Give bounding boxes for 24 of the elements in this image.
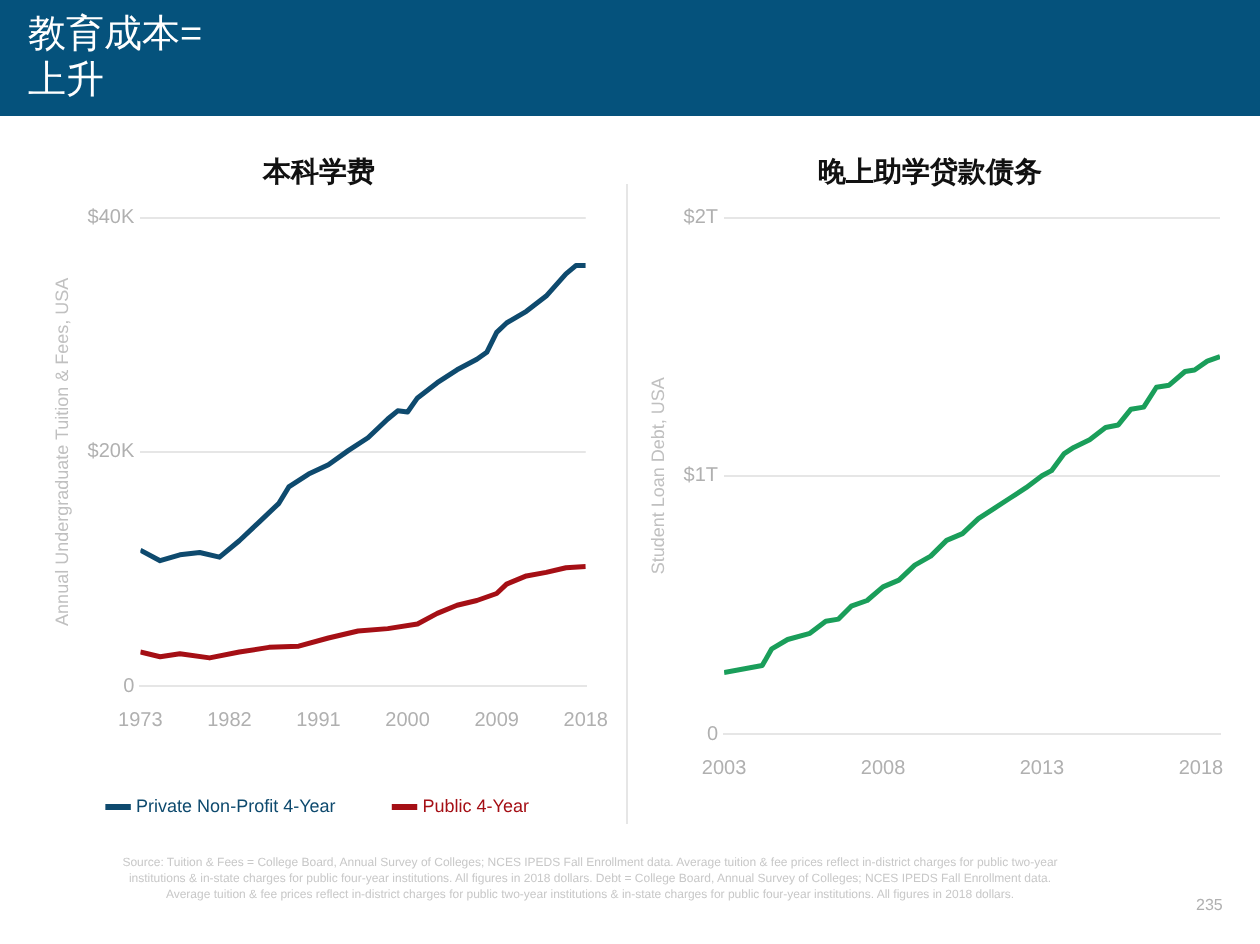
x-tick-label: 2018 xyxy=(563,709,609,732)
chart-title: 晚上助学贷款债务 xyxy=(818,154,1042,187)
x-tick-label: 1991 xyxy=(296,709,342,732)
legend-label: Public 4-Year xyxy=(422,795,529,816)
text: 教育成本= 上升 xyxy=(28,12,203,104)
y-tick-label: 0 xyxy=(706,723,719,746)
chart-title: 本科学费 xyxy=(261,154,375,187)
text: 235 xyxy=(1196,896,1223,914)
legend-label: Private Non-Profit 4-Year xyxy=(136,795,336,816)
y-tick-label: $1T xyxy=(683,465,719,488)
y-tick-label: 0 xyxy=(123,675,136,698)
y-axis-title: Student Loan Debt, USA xyxy=(647,377,668,575)
x-tick-label: 1973 xyxy=(118,709,164,732)
y-tick-label: $20K xyxy=(87,441,135,464)
x-tick-label: 2003 xyxy=(701,757,748,780)
x-tick-label: 1982 xyxy=(207,709,253,732)
x-tick-label: 2008 xyxy=(860,757,907,780)
x-tick-label: 2009 xyxy=(474,709,520,732)
y-axis-title: Annual Undergraduate Tuition & Fees, USA xyxy=(51,277,72,626)
y-tick-label: $2T xyxy=(683,207,719,230)
x-tick-label: 2000 xyxy=(385,709,431,732)
y-tick-label: $40K xyxy=(87,207,135,230)
x-tick-label: 2018 xyxy=(1178,757,1225,780)
x-tick-label: 2013 xyxy=(1019,757,1066,780)
